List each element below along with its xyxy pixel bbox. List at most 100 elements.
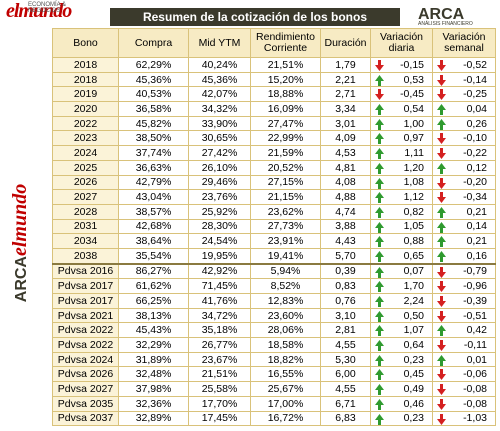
table-cell: 4,08 bbox=[320, 174, 371, 191]
table-row: 2034 38,64% 24,54% 23,91% 4,43 0,88 0,21 bbox=[52, 233, 496, 249]
arrow-up bbox=[437, 206, 446, 218]
table-cell: 4,88 bbox=[320, 189, 371, 205]
cell-text: 2,24 bbox=[403, 294, 424, 307]
table-cell: Pdvsa 2021 bbox=[52, 307, 119, 324]
table-cell: 35,54% bbox=[118, 247, 189, 265]
arrow-up bbox=[437, 236, 446, 248]
cell-text: 1,70 bbox=[403, 280, 424, 293]
table-cell: 1,11 bbox=[370, 145, 433, 161]
arrow-down bbox=[437, 89, 446, 101]
cell-text: -0,39 bbox=[463, 294, 487, 307]
cell-text: 0,97 bbox=[403, 132, 424, 145]
cell-text: -0,52 bbox=[463, 58, 487, 71]
cell-text: 0,21 bbox=[466, 235, 487, 248]
cell-text: 0,46 bbox=[403, 397, 424, 410]
table-cell: 2028 bbox=[52, 203, 119, 220]
table-cell: 23,76% bbox=[188, 189, 251, 205]
arrow-up bbox=[375, 384, 384, 396]
arrow-up bbox=[437, 354, 446, 366]
table-cell: 3,10 bbox=[320, 307, 371, 324]
table-cell: -0,22 bbox=[432, 145, 496, 161]
table-cell: 5,70 bbox=[320, 247, 371, 265]
table-cell: -0,39 bbox=[432, 293, 496, 309]
table-cell: 29,46% bbox=[188, 174, 251, 191]
table-cell: 19,41% bbox=[250, 247, 321, 265]
arrow-shape bbox=[375, 413, 384, 425]
table-cell: 66,25% bbox=[118, 293, 189, 309]
cell-text: 0,65 bbox=[403, 249, 424, 262]
table-cell: 2031 bbox=[52, 218, 119, 235]
table-cell: 0,97 bbox=[370, 130, 433, 147]
table-cell: 34,72% bbox=[188, 307, 251, 324]
table-cell: 6,00 bbox=[320, 366, 371, 383]
cell-text: -0,25 bbox=[463, 88, 487, 101]
table-cell: 17,45% bbox=[188, 410, 251, 427]
table-cell: 40,24% bbox=[188, 57, 251, 73]
table-cell: 23,62% bbox=[250, 203, 321, 220]
cell-text: 0,50 bbox=[403, 309, 424, 322]
logo-subtext: ECONOMÍA & NEGOCIOS bbox=[28, 2, 67, 14]
arrow-shape bbox=[375, 384, 384, 396]
arrow-shape bbox=[375, 325, 384, 337]
table-cell: 1,70 bbox=[370, 278, 433, 294]
table-cell: -0,15 bbox=[370, 57, 433, 73]
table-cell: 0,64 bbox=[370, 337, 433, 353]
arrow-shape bbox=[437, 162, 446, 174]
table-cell: 2025 bbox=[52, 159, 119, 176]
table-cell: 0,21 bbox=[432, 233, 496, 249]
column-header: Duración bbox=[320, 28, 371, 58]
arrow-up bbox=[375, 118, 384, 130]
cell-text: 1,11 bbox=[404, 146, 424, 159]
table-cell: 2,71 bbox=[320, 86, 371, 103]
arrow-shape bbox=[375, 89, 384, 101]
table-cell: 2018 bbox=[52, 71, 119, 88]
table-cell: 21,51% bbox=[250, 57, 321, 73]
cell-text: 0,07 bbox=[403, 265, 424, 278]
arrow-up bbox=[375, 325, 384, 337]
arrow-shape bbox=[375, 104, 384, 116]
table-cell: 0,42 bbox=[432, 322, 496, 339]
table-cell: 6,71 bbox=[320, 395, 371, 412]
cell-text: 0,54 bbox=[403, 102, 424, 115]
table-cell: Pdvsa 2022 bbox=[52, 322, 119, 339]
table-row: Pdvsa 2037 32,89% 17,45% 16,72% 6,83 0,23 -1,0… bbox=[52, 410, 496, 427]
table-cell: 23,60% bbox=[250, 307, 321, 324]
table-cell: 1,08 bbox=[370, 174, 433, 191]
table-cell: 21,51% bbox=[188, 366, 251, 383]
table-cell: 38,13% bbox=[118, 307, 189, 324]
table-cell: Pdvsa 2037 bbox=[52, 410, 119, 427]
arrow-up bbox=[437, 104, 446, 116]
arrow-shape bbox=[437, 104, 446, 116]
arrow-down bbox=[437, 413, 446, 425]
table-cell: 0,82 bbox=[370, 203, 433, 220]
table-cell: 4,74 bbox=[320, 203, 371, 220]
table-cell: Pdvsa 2026 bbox=[52, 366, 119, 383]
cell-text: 0,23 bbox=[403, 412, 424, 425]
arrow-shape bbox=[375, 206, 384, 218]
table-row: 2025 36,63% 26,10% 20,52% 4,81 1,20 0,12 bbox=[52, 159, 496, 176]
cell-text: -0,11 bbox=[463, 338, 487, 351]
arrow-shape bbox=[437, 74, 446, 86]
table-cell: 45,36% bbox=[188, 71, 251, 88]
cell-text: 0,04 bbox=[466, 102, 487, 115]
arrow-down bbox=[437, 266, 446, 278]
table-cell: 0,23 bbox=[370, 410, 433, 427]
table-cell: 2026 bbox=[52, 174, 119, 191]
table-cell: 27,73% bbox=[250, 218, 321, 235]
table-cell: 45,36% bbox=[118, 71, 189, 88]
arrow-shape bbox=[437, 192, 446, 204]
cell-text: 1,07 bbox=[403, 324, 424, 337]
table-cell: 28,30% bbox=[188, 218, 251, 235]
table-cell: 86,27% bbox=[118, 262, 189, 280]
table-cell: 19,95% bbox=[188, 247, 251, 265]
arrow-shape bbox=[375, 354, 384, 366]
arrow-down bbox=[375, 89, 384, 101]
table-row: 2019 40,53% 42,07% 18,88% 2,71 -0,45 -0,25 bbox=[52, 86, 496, 103]
arrow-shape bbox=[375, 369, 384, 381]
arrow-down bbox=[437, 148, 446, 160]
arrow-shape bbox=[437, 325, 446, 337]
arrow-shape bbox=[437, 398, 446, 410]
table-cell: 17,70% bbox=[188, 395, 251, 412]
cell-text: 0,12 bbox=[466, 161, 487, 174]
arrow-up bbox=[375, 369, 384, 381]
